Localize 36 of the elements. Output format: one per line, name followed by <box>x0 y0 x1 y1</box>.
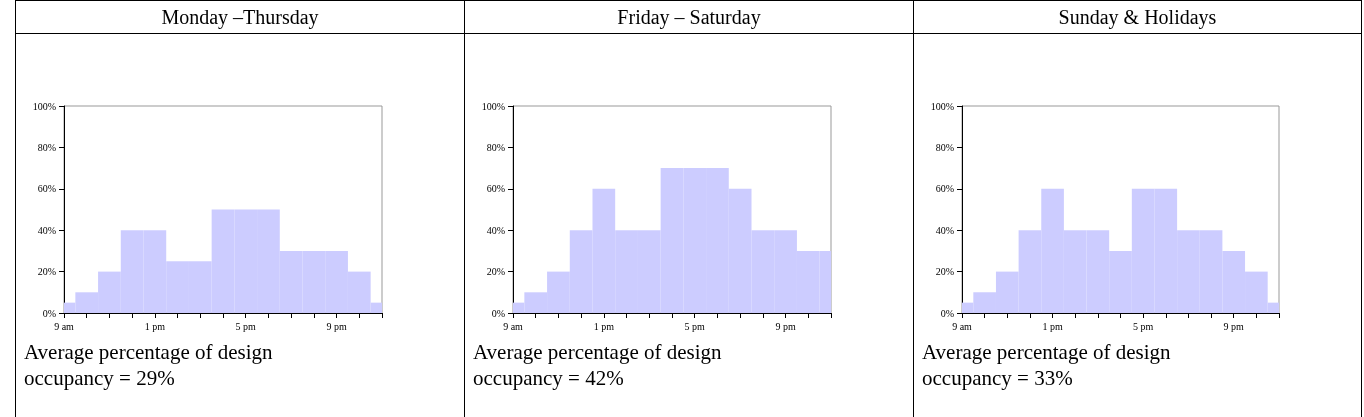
y-tick-label: 80% <box>37 141 56 153</box>
y-tick-label: 100% <box>481 100 505 112</box>
y-tick-label: 20% <box>935 266 954 278</box>
y-tick-label: 40% <box>37 224 56 236</box>
y-tick-label: 80% <box>486 141 505 153</box>
x-tick-label: 9 am <box>54 320 75 332</box>
x-tick-label: 9 pm <box>1223 320 1245 332</box>
y-tick-label: 80% <box>935 141 954 153</box>
y-tick-label: 60% <box>486 183 505 195</box>
y-tick-label: 40% <box>935 224 954 236</box>
y-tick-label: 0% <box>491 307 505 319</box>
y-tick-label: 40% <box>486 224 505 236</box>
chart-title: Friday – Saturday <box>465 1 913 34</box>
y-tick-label: 60% <box>935 183 954 195</box>
x-tick-label: 5 pm <box>1133 320 1154 332</box>
x-tick-label: 9 pm <box>326 320 347 332</box>
y-tick-label: 20% <box>37 266 56 278</box>
text: Average percentage of design occupancy = 29% <box>23 339 274 391</box>
y-tick-label: 60% <box>37 183 56 195</box>
y-tick-label: 20% <box>486 266 505 278</box>
x-tick-label: 9 am <box>952 320 973 332</box>
text: Average percentage of design occupancy = 33% <box>921 339 1172 391</box>
x-tick-label: 5 pm <box>235 320 257 332</box>
x-tick-label: 1 pm <box>144 320 166 332</box>
y-tick-label: 100% <box>930 100 954 112</box>
chart-title: Monday –Thursday <box>16 1 464 34</box>
x-tick-label: 9 pm <box>775 320 796 332</box>
x-tick-label: 5 pm <box>684 320 706 332</box>
y-tick-label: 0% <box>42 307 56 319</box>
chart-title: Sunday & Holidays <box>914 1 1361 34</box>
x-tick-label: 9 am <box>503 320 524 332</box>
x-tick-label: 1 pm <box>1042 320 1063 332</box>
y-tick-label: 0% <box>940 307 954 319</box>
x-tick-label: 1 pm <box>593 320 615 332</box>
text: Average percentage of design occupancy = 42% <box>472 339 723 391</box>
y-tick-label: 100% <box>32 100 56 112</box>
